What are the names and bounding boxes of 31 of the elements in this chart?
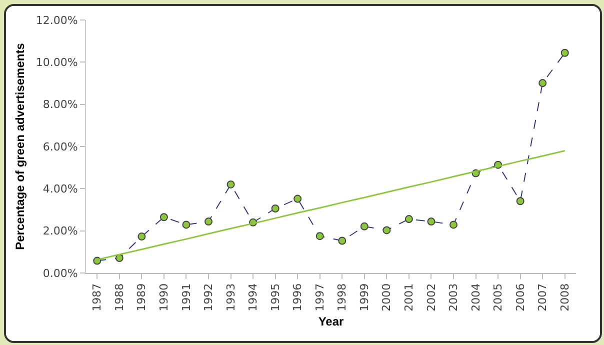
y-tick-label: 4.00%: [42, 182, 78, 196]
x-axis-title: Year: [318, 314, 344, 328]
x-tick-label: 1999: [358, 283, 371, 312]
x-tick-label: 1987: [90, 283, 104, 312]
x-tick-label: 1993: [224, 283, 238, 312]
y-tick-label: 0.00%: [42, 266, 78, 280]
y-tick-label: 2.00%: [42, 224, 78, 238]
x-tick-label: 1994: [246, 283, 260, 312]
x-tick-label: 2001: [402, 283, 416, 312]
x-tick-label: 1995: [268, 283, 282, 312]
y-tick-label: 12.00%: [36, 14, 78, 27]
x-tick-label: 2005: [492, 283, 505, 312]
x-tick-label: 1996: [291, 283, 304, 312]
x-tick-label: 2000: [380, 283, 394, 312]
y-axis-title: Percentage of green advertisements: [13, 42, 28, 250]
x-tick-label: 1991: [180, 283, 193, 312]
x-tick-label: 1992: [202, 283, 216, 312]
y-tick-label: 8.00%: [42, 98, 78, 112]
x-tick-label: 1998: [336, 283, 349, 312]
x-tick-label: 2003: [447, 283, 460, 312]
x-tick-label: 1988: [112, 283, 126, 312]
x-tick-label: 2008: [558, 283, 572, 312]
y-tick-label: 10.00%: [36, 56, 78, 70]
x-tick-label: 1989: [135, 283, 148, 312]
x-tick-label: 1997: [313, 283, 326, 312]
x-tick-label: 2004: [469, 283, 482, 312]
x-tick-label: 1990: [158, 283, 171, 312]
x-tick-label: 2002: [424, 283, 438, 312]
x-tick-label: 2006: [514, 283, 527, 312]
x-tick-label: 2007: [536, 283, 550, 312]
y-tick-label: 6.00%: [42, 140, 78, 154]
